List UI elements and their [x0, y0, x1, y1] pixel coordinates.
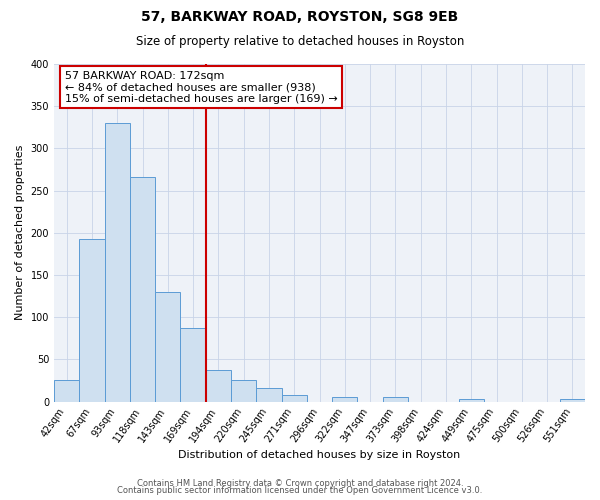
Bar	[54, 380, 79, 402]
Text: Size of property relative to detached houses in Royston: Size of property relative to detached ho…	[136, 35, 464, 48]
Text: 57 BARKWAY ROAD: 172sqm
← 84% of detached houses are smaller (938)
15% of semi-d: 57 BARKWAY ROAD: 172sqm ← 84% of detache…	[65, 71, 337, 104]
Bar	[206, 370, 231, 402]
Bar	[155, 292, 181, 402]
Bar	[256, 388, 281, 402]
Bar	[458, 399, 484, 402]
Y-axis label: Number of detached properties: Number of detached properties	[15, 145, 25, 320]
Bar	[231, 380, 256, 402]
Bar	[130, 177, 155, 402]
Text: 57, BARKWAY ROAD, ROYSTON, SG8 9EB: 57, BARKWAY ROAD, ROYSTON, SG8 9EB	[142, 10, 458, 24]
Text: Contains public sector information licensed under the Open Government Licence v3: Contains public sector information licen…	[118, 486, 482, 495]
Bar	[332, 398, 358, 402]
Bar	[560, 399, 585, 402]
Bar	[79, 238, 104, 402]
X-axis label: Distribution of detached houses by size in Royston: Distribution of detached houses by size …	[178, 450, 461, 460]
Bar	[281, 395, 307, 402]
Bar	[383, 398, 408, 402]
Text: Contains HM Land Registry data © Crown copyright and database right 2024.: Contains HM Land Registry data © Crown c…	[137, 478, 463, 488]
Bar	[104, 123, 130, 402]
Bar	[181, 328, 206, 402]
